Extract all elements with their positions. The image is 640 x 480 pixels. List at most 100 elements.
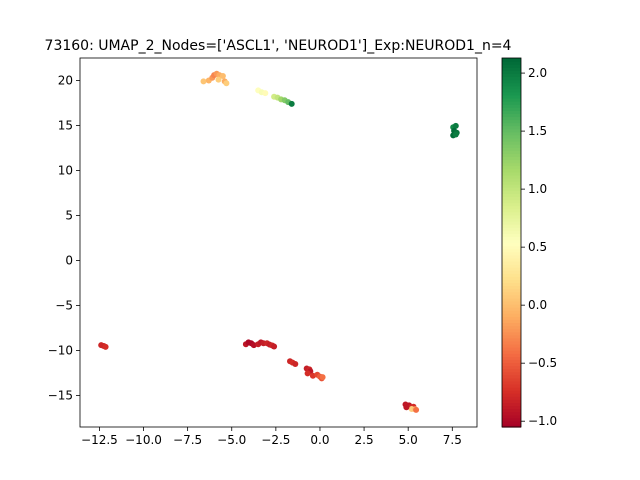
- data-point: [215, 76, 222, 83]
- colorbar-gradient-slice: [502, 122, 521, 127]
- colorbar-gradient-slice: [502, 159, 521, 164]
- colorbar-gradient-slice: [502, 187, 521, 191]
- colorbar-gradient-slice: [502, 153, 521, 157]
- plot-area: −12.5 −10.0 −7.5 −5.0 −2.5 0.0 2.5 5.0 7.5 −15 −10…: [48, 57, 478, 447]
- colorbar-gradient-slice: [502, 245, 521, 250]
- y-tick-label: 0: [65, 254, 73, 268]
- colorbar-gradient-slice: [502, 304, 521, 308]
- colorbar-gradient-slice: [502, 390, 521, 394]
- colorbar-gradient-slice: [502, 101, 521, 105]
- colorbar-gradient-slice: [502, 353, 521, 357]
- chart-title: 73160: UMAP_2_Nodes=['ASCL1', 'NEUROD1']…: [45, 38, 512, 54]
- x-tick-label: 2.5: [355, 433, 374, 447]
- colorbar-gradient-slice: [502, 310, 521, 314]
- colorbar-gradient-slice: [502, 116, 521, 121]
- colorbar-gradient-slice: [502, 162, 521, 167]
- data-point: [223, 80, 230, 87]
- colorbar-gradient-slice: [502, 217, 521, 222]
- colorbar-gradient-slice: [502, 79, 521, 84]
- colorbar: −1.0 −0.5 0.0 0.5 1.0 1.5 2.0: [501, 57, 557, 428]
- colorbar-gradient-slice: [502, 248, 521, 253]
- colorbar-gradient-slice: [502, 73, 521, 78]
- colorbar-gradient-slice: [502, 313, 521, 317]
- colorbar-gradient-slice: [502, 411, 521, 416]
- colorbar-gradient-slice: [502, 202, 521, 207]
- colorbar-gradient-slice: [502, 340, 521, 345]
- data-point: [102, 343, 109, 350]
- colorbar-gradient-slice: [502, 220, 521, 225]
- colorbar-gradient-slice: [502, 267, 521, 271]
- y-tick-label: 15: [58, 119, 73, 133]
- colorbar-gradient-slice: [502, 171, 521, 176]
- colorbar-gradient-slice: [502, 94, 521, 99]
- colorbar-gradient-slice: [502, 380, 521, 385]
- colorbar-gradient-slice: [502, 316, 521, 320]
- colorbar-gradient-slice: [502, 273, 521, 277]
- colorbar-gradient-slice: [502, 61, 521, 65]
- colorbar-gradient-slice: [502, 168, 521, 173]
- colorbar-gradient-slice: [502, 113, 521, 118]
- colorbar-gradient-slice: [502, 184, 521, 188]
- colorbar-gradient-slice: [502, 242, 521, 247]
- colorbar-gradient-slice: [502, 88, 521, 93]
- colorbar-gradient-slice: [502, 165, 521, 170]
- data-point: [319, 374, 326, 381]
- colorbar-gradient-slice: [502, 211, 521, 216]
- y-tick-label: 5: [65, 209, 73, 223]
- colorbar-gradient-slice: [502, 137, 521, 142]
- colorbar-gradient-slice: [502, 365, 521, 370]
- colorbar-gradient-slice: [502, 405, 521, 410]
- colorbar-gradient-slice: [502, 322, 521, 327]
- data-point: [219, 73, 226, 79]
- colorbar-tick-label: 2.0: [528, 66, 547, 80]
- colorbar-gradient-slice: [502, 110, 521, 114]
- x-tick-label: 5.0: [399, 433, 418, 447]
- data-point: [403, 404, 410, 411]
- colorbar-gradient-slice: [502, 377, 521, 382]
- colorbar-gradient-slice: [502, 174, 521, 179]
- colorbar-tick-label: −0.5: [528, 356, 557, 370]
- colorbar-gradient-slice: [502, 402, 521, 407]
- colorbar-gradient-slice: [502, 230, 521, 234]
- colorbar-gradient-slice: [502, 91, 521, 96]
- colorbar-gradient-slice: [502, 254, 521, 259]
- colorbar-gradient-slice: [502, 285, 521, 290]
- colorbar-gradient-slice: [502, 423, 521, 428]
- colorbar-gradient-slice: [502, 125, 521, 130]
- colorbar-gradient-slice: [502, 356, 521, 360]
- colorbar-gradient-slice: [502, 334, 521, 339]
- colorbar-gradient-slice: [502, 67, 521, 71]
- colorbar-gradient-slice: [502, 82, 521, 87]
- colorbar-gradient-slice: [502, 368, 521, 373]
- colorbar-tick-label: 1.0: [528, 182, 547, 196]
- colorbar-gradient-slice: [502, 350, 521, 354]
- colorbar-gradient-slice: [502, 393, 521, 397]
- colorbar-gradient-slice: [502, 144, 521, 148]
- colorbar-gradient-slice: [502, 300, 521, 305]
- x-tick-label: −10.0: [125, 433, 162, 447]
- colorbar-gradient-slice: [502, 97, 521, 102]
- colorbar-gradient-slice: [502, 196, 521, 201]
- colorbar-gradient-slice: [502, 325, 521, 330]
- colorbar-gradient-slice: [502, 251, 521, 256]
- data-point: [413, 406, 420, 413]
- x-tick-label: −12.5: [81, 433, 118, 447]
- colorbar-gradient-slice: [502, 307, 521, 311]
- colorbar-gradient-slice: [502, 239, 521, 244]
- y-tick-label: −15: [48, 389, 73, 403]
- colorbar-gradient-slice: [502, 257, 521, 262]
- x-tick-label: 7.5: [443, 433, 462, 447]
- colorbar-gradient-slice: [502, 131, 521, 136]
- colorbar-gradient-slice: [502, 107, 521, 111]
- colorbar-gradient-slice: [502, 224, 521, 228]
- colorbar-gradient-slice: [502, 64, 521, 68]
- colorbar-gradient-slice: [502, 208, 521, 213]
- colorbar-gradient-slice: [502, 347, 521, 351]
- colorbar-gradient-slice: [502, 147, 521, 151]
- colorbar-gradient-slice: [502, 260, 521, 265]
- x-tick-label: −5.0: [217, 433, 246, 447]
- colorbar-gradient-slice: [502, 236, 521, 241]
- colorbar-gradient-slice: [502, 205, 521, 210]
- colorbar-gradient-slice: [502, 193, 521, 197]
